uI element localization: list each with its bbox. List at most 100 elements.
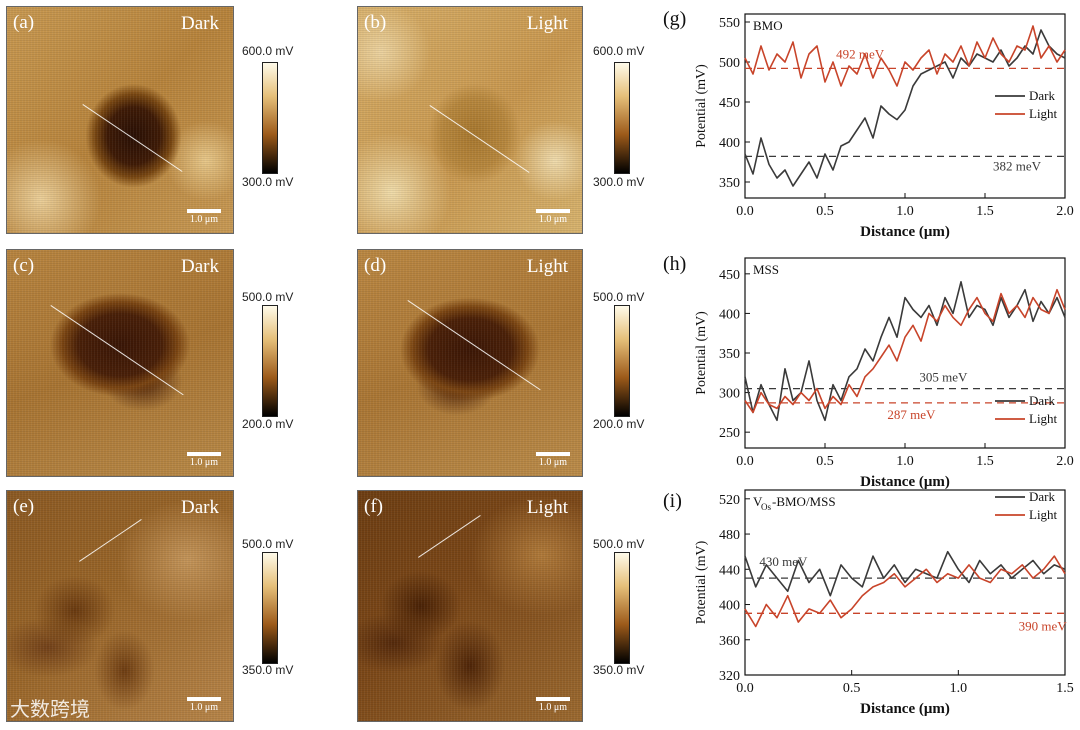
chart-i-title-rest: -BMO/MSS — [772, 494, 836, 509]
chart-h-xtick-label: 1.5 — [976, 454, 994, 469]
scale-text: 1.0 μm — [538, 457, 568, 468]
chart-i-xtick-label: 0.5 — [843, 681, 861, 696]
chart-g-xtick-label: 0.0 — [736, 204, 754, 219]
scale-bar: 1.0 μm — [185, 209, 223, 225]
chart-i-xlabel: Distance (μm) — [860, 701, 950, 717]
chart-g-ytick-label: 450 — [719, 96, 740, 111]
chart-g-xtick-label: 1.0 — [896, 204, 914, 219]
condition-label: Dark — [181, 256, 219, 277]
chart-i-hline-label: 430 meV — [759, 554, 808, 569]
chart-h-legend-label-dark: Dark — [1029, 393, 1055, 408]
condition-label: Dark — [181, 497, 219, 518]
chart-i-ytick-label: 440 — [719, 563, 740, 578]
panel-label: (c) — [13, 255, 35, 276]
panel-label: (f) — [364, 496, 383, 517]
chart-i-ytick-label: 360 — [719, 634, 740, 649]
chart-h-xtick-label: 1.0 — [896, 454, 914, 469]
chart-h-hline-label: 305 meV — [919, 370, 968, 385]
kpfm-image-c — [7, 250, 233, 476]
chart-i-legend-label-dark: Dark — [1029, 489, 1055, 504]
chart-i-ytick-label: 400 — [719, 599, 740, 614]
kpfm-image-b — [358, 7, 582, 233]
chart-g-series-dark — [744, 29, 1066, 187]
colorbar-3-min: 200.0 mV — [242, 417, 294, 431]
chart-g-xlabel: Distance (μm) — [860, 224, 950, 240]
condition-label: Light — [526, 497, 568, 518]
chart-h-xtick-label: 0.5 — [816, 454, 834, 469]
chart-i-title-main: V — [753, 494, 763, 509]
colorbar-6 — [614, 552, 630, 664]
chart-g-ytick-label: 550 — [719, 16, 740, 31]
chart-h-ytick-label: 450 — [719, 268, 740, 283]
colorbar-1-max: 600.0 mV — [242, 44, 294, 58]
chart-h-ytick-label: 350 — [719, 347, 740, 362]
chart-g-label: (g) — [663, 8, 687, 30]
colorbar-2-max: 600.0 mV — [593, 44, 645, 58]
scale-text: 1.0 μm — [538, 702, 568, 713]
chart-h-ytick-label: 300 — [719, 387, 740, 402]
colorbar-1-min: 300.0 mV — [242, 175, 294, 189]
panel-label: (b) — [364, 12, 387, 33]
chart-h-ytick-label: 400 — [719, 307, 740, 322]
panel-a: (a) Dark 1.0 μm — [6, 6, 234, 234]
chart-g-legend-label-light: Light — [1029, 106, 1058, 121]
chart-g-legend-label-dark: Dark — [1029, 88, 1055, 103]
chart-g-ytick-label: 500 — [719, 56, 740, 71]
colorbar-4-min: 200.0 mV — [593, 417, 645, 431]
chart-h-hline-label: 287 meV — [887, 407, 936, 422]
chart-i-series-light — [744, 555, 1066, 628]
chart-g-title: BMO — [753, 18, 783, 33]
chart-i-hline-label: 390 meV — [1019, 618, 1068, 633]
chart-h-label: (h) — [663, 253, 687, 275]
chart-h-xtick-label: 0.0 — [736, 454, 754, 469]
chart-g-xtick-label: 0.5 — [816, 204, 834, 219]
chart-g-hline-label: 492 meV — [836, 46, 885, 61]
colorbar-6-min: 350.0 mV — [593, 663, 645, 677]
chart-i-ytick-label: 480 — [719, 528, 740, 543]
colorbar-5-max: 500.0 mV — [242, 537, 294, 551]
colorbar-2-min: 300.0 mV — [593, 175, 645, 189]
scale-bar: 1.0 μm — [534, 209, 572, 225]
colorbar-6-max: 500.0 mV — [593, 537, 645, 551]
panel-f: (f) Light 1.0 μm — [357, 490, 583, 722]
chart-h-ylabel: Potential (mV) — [694, 311, 709, 395]
condition-label: Light — [526, 256, 568, 277]
chart-h-ytick-label: 250 — [719, 426, 740, 441]
chart-h-xlabel: Distance (μm) — [860, 474, 950, 490]
panel-e: (e) Dark 1.0 μm — [6, 490, 234, 722]
chart-h-title: MSS — [753, 262, 779, 277]
chart-i-title-sub: Os — [761, 502, 771, 512]
scale-text: 1.0 μm — [189, 457, 219, 468]
colorbar-3-max: 500.0 mV — [242, 290, 294, 304]
chart-i-xtick-label: 0.0 — [736, 681, 754, 696]
condition-label: Light — [526, 13, 568, 34]
watermark: 大数跨境 — [10, 697, 90, 721]
panel-label: (d) — [364, 255, 387, 276]
kpfm-image-f — [358, 491, 582, 721]
panel-label: (e) — [13, 496, 35, 517]
colorbar-2 — [614, 62, 630, 174]
chart-g-frame — [744, 13, 1066, 199]
chart-g-ytick-label: 350 — [719, 176, 740, 191]
panel-c: (c) Dark 1.0 μm — [6, 249, 234, 477]
colorbar-4-max: 500.0 mV — [593, 290, 645, 304]
chart-g-ytick-label: 400 — [719, 136, 740, 151]
chart-g-hline-label: 382 meV — [993, 158, 1042, 173]
scale-bar: 1.0 μm — [534, 697, 572, 713]
chart-i-ytick-label: 320 — [719, 669, 740, 684]
chart-h-legend-label-light: Light — [1029, 411, 1058, 426]
chart-g-xtick-label: 1.5 — [976, 204, 994, 219]
scale-bar: 1.0 μm — [185, 697, 223, 713]
kpfm-image-e — [7, 491, 233, 721]
chart-h-series-light — [744, 288, 1066, 414]
colorbar-4 — [614, 305, 630, 417]
kpfm-image-d — [358, 250, 582, 476]
scale-bar: 1.0 μm — [534, 452, 572, 468]
chart-i-ytick-label: 520 — [719, 493, 740, 508]
chart-i-series-dark — [744, 550, 1066, 597]
chart-i-frame — [744, 489, 1066, 676]
scale-text: 1.0 μm — [189, 702, 219, 713]
panel-b: (b) Light 1.0 μm — [357, 6, 583, 234]
chart-h-series-dark — [744, 280, 1066, 422]
panel-label: (a) — [13, 12, 35, 33]
